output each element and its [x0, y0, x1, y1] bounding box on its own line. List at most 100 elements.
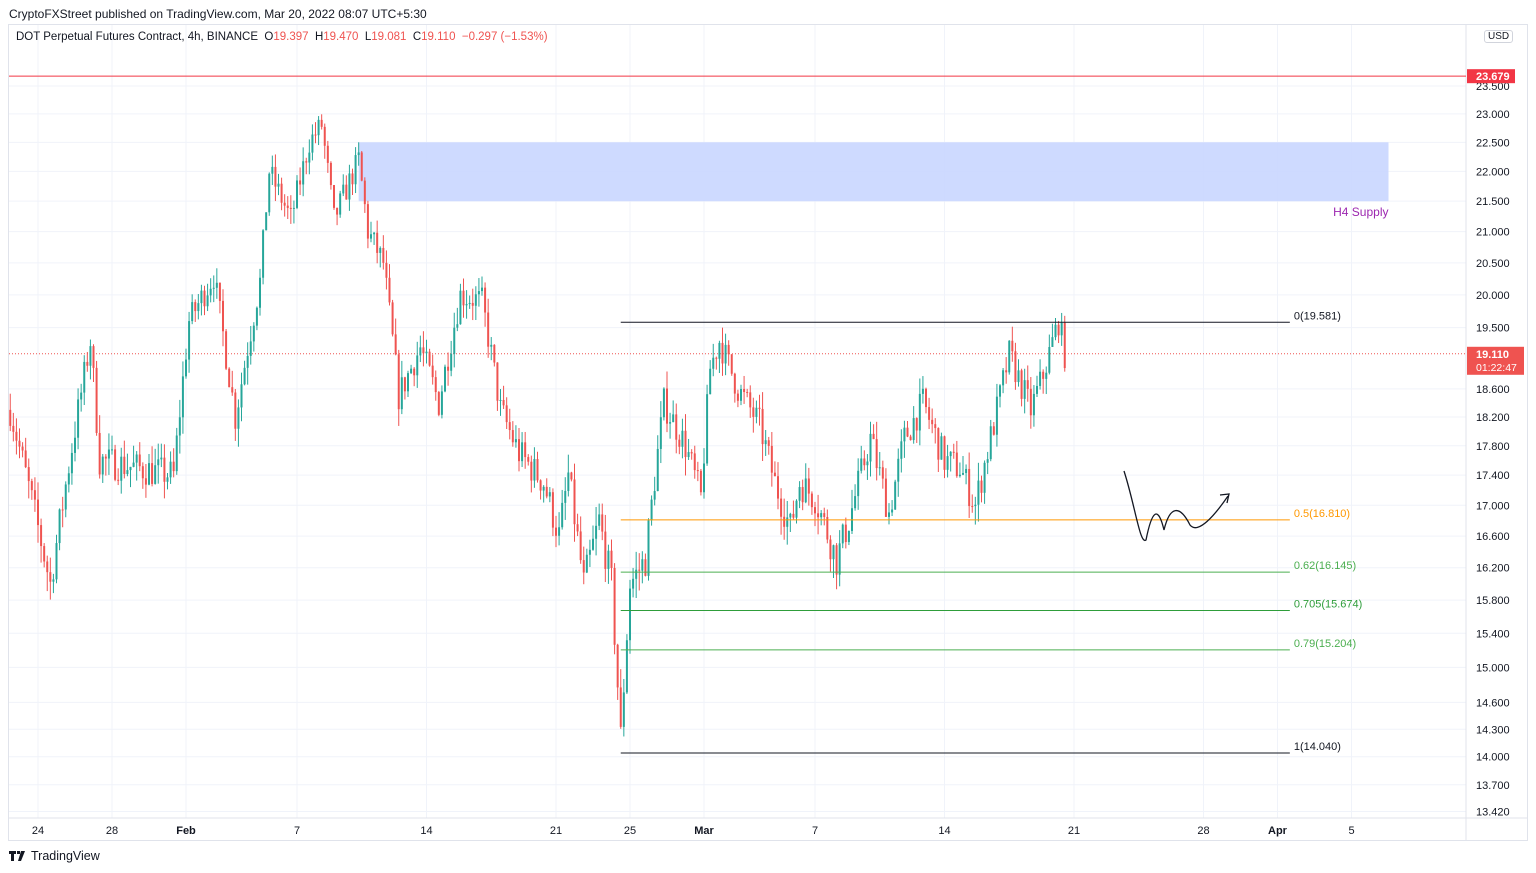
- candle-body: [715, 357, 718, 359]
- candle-body: [718, 342, 721, 359]
- candle-body: [95, 367, 98, 433]
- candle-body: [252, 325, 255, 342]
- candle-body: [576, 524, 579, 532]
- candle-body: [154, 465, 157, 484]
- candle-body: [662, 388, 665, 418]
- candle-body: [650, 499, 653, 521]
- y-tick-label: 14.300: [1476, 724, 1510, 736]
- candle-body: [810, 493, 813, 508]
- candle-body: [625, 640, 628, 693]
- candle-body: [388, 277, 391, 303]
- candle-body: [817, 513, 820, 518]
- y-tick-label: 16.200: [1476, 563, 1510, 575]
- candle-body: [27, 467, 30, 482]
- candle-body: [1036, 385, 1038, 394]
- candle-body: [474, 294, 477, 306]
- candle-body: [789, 513, 792, 518]
- candle-body: [712, 357, 715, 369]
- candle-body: [422, 347, 425, 354]
- candle-body: [80, 392, 83, 400]
- candle-body: [786, 517, 789, 527]
- candle-body: [909, 436, 912, 441]
- candle-body: [1014, 351, 1017, 383]
- candle-body: [610, 550, 613, 568]
- candle-body: [357, 152, 360, 156]
- x-tick-label: 7: [812, 825, 818, 837]
- candle-body: [798, 487, 801, 501]
- candle-body: [450, 353, 453, 371]
- currency-badge[interactable]: USD: [1484, 30, 1514, 43]
- close-label: C: [412, 31, 422, 43]
- candle-body: [92, 346, 95, 368]
- candle-body: [413, 368, 416, 376]
- candle-body: [659, 417, 662, 449]
- candle-body: [416, 355, 419, 376]
- candle-body: [675, 414, 678, 440]
- candle-body: [706, 394, 709, 464]
- candle-body: [521, 442, 524, 462]
- candle-body: [326, 145, 329, 163]
- candle-body: [228, 368, 231, 388]
- candle-body: [379, 247, 382, 253]
- candle-body: [52, 579, 55, 582]
- candle-body: [40, 525, 43, 547]
- candle-body: [86, 361, 89, 366]
- candle-body: [345, 184, 348, 200]
- candle-body: [493, 344, 496, 363]
- candle-body: [280, 183, 283, 203]
- candle-body: [101, 456, 104, 475]
- candle-body: [968, 468, 971, 507]
- x-tick-label: 21: [1068, 825, 1080, 837]
- resistance-price-badge: [1467, 69, 1515, 84]
- candle-body: [212, 287, 215, 289]
- candle-body: [360, 152, 363, 181]
- candle-body: [169, 461, 172, 478]
- candle-body: [234, 392, 237, 429]
- candle-body: [773, 472, 776, 477]
- candle-body: [1042, 371, 1045, 379]
- candle-body: [579, 531, 582, 561]
- fib-level-label: 0.79(15.204): [1294, 638, 1356, 650]
- candle-body: [366, 204, 369, 239]
- y-tick-label: 17.800: [1476, 441, 1510, 453]
- candle-body: [595, 525, 598, 539]
- candle-body: [767, 440, 770, 446]
- candle-body: [225, 331, 228, 369]
- candle-body: [1054, 324, 1057, 338]
- candle-body: [1023, 380, 1026, 399]
- candle-body: [178, 417, 181, 436]
- bar-countdown-label: 01:22:47: [1476, 362, 1517, 374]
- candle-body: [792, 513, 795, 518]
- candle-body: [755, 407, 758, 417]
- candle-body: [354, 155, 357, 185]
- candle-body: [157, 459, 160, 466]
- candle-body: [302, 161, 305, 185]
- high-label: H: [314, 31, 324, 43]
- candle-body: [240, 384, 243, 408]
- x-tick-label: 14: [420, 825, 432, 837]
- candle-body: [98, 432, 101, 475]
- candle-body: [952, 451, 955, 453]
- candle-body: [194, 302, 197, 312]
- candle-body: [123, 456, 126, 475]
- candle-body: [70, 452, 73, 474]
- tradingview-logo-icon: [9, 851, 25, 861]
- candle-body: [64, 484, 67, 510]
- candle-body: [838, 543, 841, 575]
- low-label: L: [364, 31, 372, 43]
- candle-body: [511, 430, 514, 443]
- candle-body: [348, 173, 351, 200]
- y-tick-label: 23.500: [1476, 81, 1510, 93]
- symbol-legend: DOT Perpetual Futures Contract, 4h, BINA…: [16, 31, 548, 43]
- candle-body: [459, 290, 462, 325]
- candle-body: [21, 446, 24, 451]
- candle-body: [733, 373, 736, 394]
- candle-body: [185, 359, 187, 377]
- supply-zone: [358, 142, 1389, 202]
- x-tick-label: 25: [624, 825, 636, 837]
- candle-body: [203, 290, 206, 307]
- candle-body: [965, 468, 968, 474]
- candle-body: [148, 463, 150, 485]
- x-tick-label: 24: [32, 825, 44, 837]
